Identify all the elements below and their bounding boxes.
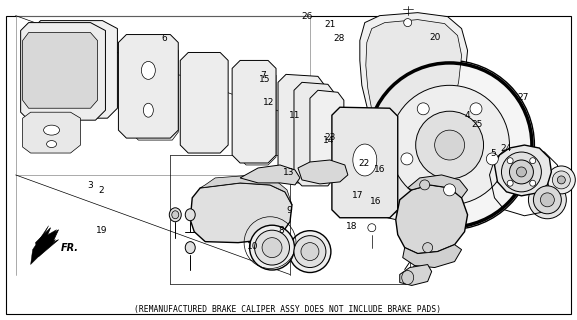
- Polygon shape: [494, 145, 552, 196]
- Text: 17: 17: [352, 190, 364, 200]
- Polygon shape: [238, 68, 276, 165]
- Text: FR.: FR.: [61, 243, 78, 252]
- Ellipse shape: [552, 171, 570, 189]
- Ellipse shape: [557, 176, 565, 184]
- Polygon shape: [200, 175, 292, 205]
- Text: 6: 6: [162, 35, 168, 44]
- Ellipse shape: [404, 19, 412, 27]
- Polygon shape: [33, 20, 117, 118]
- Ellipse shape: [529, 181, 567, 219]
- Ellipse shape: [530, 180, 535, 186]
- Ellipse shape: [172, 211, 179, 219]
- Ellipse shape: [143, 103, 153, 117]
- Text: 4: 4: [464, 111, 470, 120]
- Polygon shape: [23, 33, 98, 108]
- Polygon shape: [396, 185, 467, 253]
- Text: 23: 23: [324, 133, 336, 142]
- Polygon shape: [21, 23, 106, 120]
- Ellipse shape: [294, 236, 326, 268]
- Text: 21: 21: [324, 20, 336, 29]
- Text: 25: 25: [471, 120, 483, 130]
- Ellipse shape: [141, 61, 155, 79]
- Polygon shape: [278, 74, 324, 183]
- Polygon shape: [190, 183, 292, 243]
- Ellipse shape: [541, 193, 554, 207]
- Ellipse shape: [423, 243, 433, 252]
- Ellipse shape: [434, 130, 464, 160]
- Ellipse shape: [507, 180, 513, 186]
- Ellipse shape: [417, 103, 429, 115]
- Polygon shape: [310, 90, 344, 178]
- Polygon shape: [180, 52, 228, 153]
- Polygon shape: [360, 13, 467, 222]
- Ellipse shape: [368, 224, 376, 232]
- Polygon shape: [403, 244, 462, 268]
- Polygon shape: [408, 175, 467, 198]
- Polygon shape: [294, 82, 334, 186]
- Text: 28: 28: [333, 35, 344, 44]
- Ellipse shape: [402, 270, 414, 284]
- Ellipse shape: [365, 60, 534, 230]
- Ellipse shape: [353, 144, 377, 176]
- Ellipse shape: [301, 243, 319, 260]
- Polygon shape: [31, 226, 57, 265]
- Polygon shape: [366, 20, 462, 215]
- Text: 18: 18: [346, 222, 358, 231]
- Text: 27: 27: [518, 93, 529, 102]
- Text: 16: 16: [370, 197, 382, 206]
- Polygon shape: [130, 43, 178, 140]
- Text: 9: 9: [287, 206, 293, 215]
- Ellipse shape: [501, 152, 541, 192]
- Ellipse shape: [401, 153, 413, 165]
- Ellipse shape: [389, 85, 509, 205]
- Ellipse shape: [533, 186, 561, 214]
- Polygon shape: [240, 165, 300, 185]
- Ellipse shape: [509, 160, 533, 184]
- Ellipse shape: [530, 158, 535, 164]
- Ellipse shape: [289, 231, 331, 273]
- Ellipse shape: [185, 242, 195, 253]
- Text: 20: 20: [430, 33, 441, 42]
- Text: 13: 13: [283, 168, 294, 177]
- Ellipse shape: [486, 153, 499, 165]
- Polygon shape: [332, 107, 398, 218]
- Text: 19: 19: [96, 226, 107, 235]
- Ellipse shape: [507, 158, 513, 164]
- Ellipse shape: [419, 180, 430, 190]
- Text: 10: 10: [247, 242, 258, 251]
- Ellipse shape: [47, 140, 57, 148]
- Ellipse shape: [444, 184, 456, 196]
- Text: 22: 22: [359, 159, 370, 168]
- Ellipse shape: [516, 167, 526, 177]
- Text: 8: 8: [279, 226, 284, 235]
- Ellipse shape: [44, 125, 59, 135]
- Ellipse shape: [470, 103, 482, 115]
- Text: 14: 14: [323, 136, 335, 145]
- Ellipse shape: [185, 209, 195, 221]
- Text: 11: 11: [288, 111, 300, 120]
- Ellipse shape: [169, 208, 181, 222]
- Text: 5: 5: [490, 149, 496, 158]
- Text: 16: 16: [374, 165, 385, 174]
- Polygon shape: [400, 265, 432, 285]
- Polygon shape: [298, 160, 348, 184]
- Text: 26: 26: [302, 12, 313, 21]
- Text: 24: 24: [500, 144, 512, 153]
- Polygon shape: [36, 228, 58, 257]
- Ellipse shape: [262, 238, 282, 258]
- Text: 2: 2: [99, 186, 104, 195]
- Ellipse shape: [254, 230, 290, 265]
- Text: 15: 15: [258, 75, 270, 84]
- Text: 7: 7: [260, 71, 265, 80]
- Text: 12: 12: [263, 98, 274, 107]
- Polygon shape: [342, 110, 394, 216]
- Ellipse shape: [548, 166, 575, 194]
- Polygon shape: [232, 60, 276, 163]
- Ellipse shape: [250, 225, 294, 270]
- Ellipse shape: [415, 111, 484, 179]
- Polygon shape: [23, 112, 81, 153]
- Text: 3: 3: [87, 181, 93, 190]
- Text: (REMANUFACTURED BRAKE CALIPER ASSY DOES NOT INCLUDE BRAKE PADS): (REMANUFACTURED BRAKE CALIPER ASSY DOES …: [134, 305, 441, 314]
- Polygon shape: [118, 35, 178, 138]
